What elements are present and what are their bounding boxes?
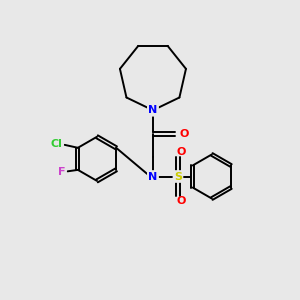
Text: F: F	[58, 167, 65, 177]
Text: O: O	[179, 129, 188, 139]
Text: N: N	[148, 172, 158, 182]
Text: S: S	[174, 172, 182, 182]
Text: N: N	[148, 105, 158, 115]
Text: O: O	[176, 147, 186, 157]
Text: Cl: Cl	[51, 139, 63, 149]
Text: O: O	[176, 196, 186, 206]
